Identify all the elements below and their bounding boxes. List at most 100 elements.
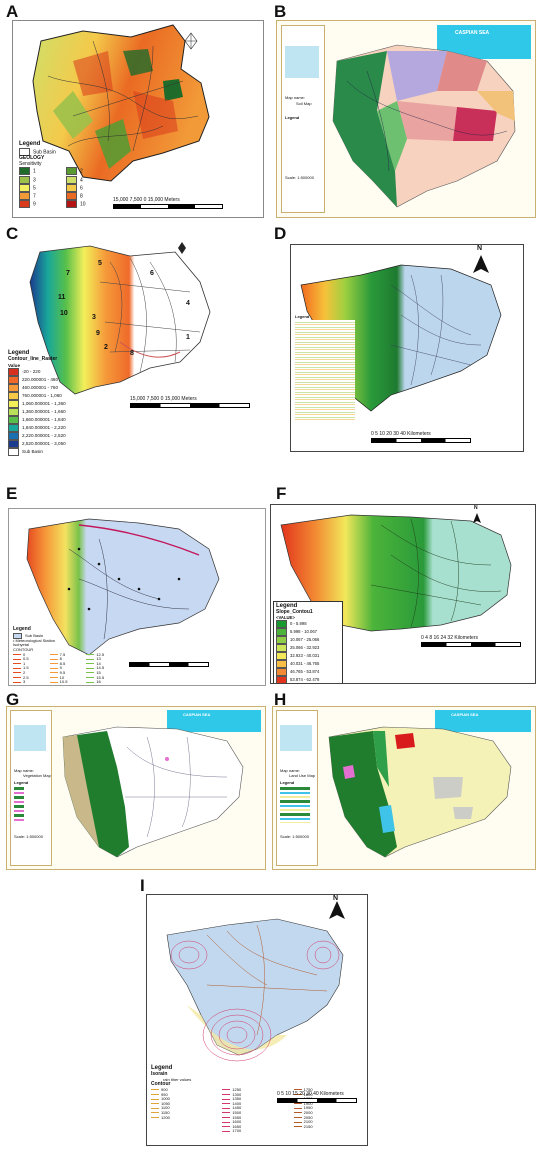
legend-line: [86, 653, 95, 655]
legend-item: 1750: [293, 1087, 365, 1093]
legend-item-label: 1,360.000001 - 1,660: [22, 409, 66, 415]
legend-item-label: 1600: [232, 1119, 242, 1125]
legend-item: 2: [13, 670, 50, 676]
legend-title: Legend: [280, 780, 295, 785]
scale-bar: 15,000 7,500 0 15,000 Meters: [113, 197, 223, 209]
legend-line: [222, 1107, 231, 1109]
legend-item-label: 9.5: [59, 669, 66, 675]
legend-item: 15: [86, 669, 123, 676]
legend-item: 1050: [151, 1101, 222, 1107]
legend-item-label: 3: [33, 176, 36, 183]
legend-item-label: 8.5: [59, 660, 66, 666]
legend-item-label: 0.5: [23, 656, 29, 662]
legend-item-label: 1,660.000001 - 1,840: [22, 417, 66, 423]
legend-item-label: 2100: [303, 1119, 313, 1125]
legend-value: Value: [8, 362, 21, 368]
legend-item: 10.5: [49, 679, 87, 685]
legend-item: 1000: [151, 1096, 222, 1102]
legend-swatch: [8, 375, 19, 384]
legend-item: 1350: [222, 1096, 293, 1102]
scale-label: Scale: 1:500000: [285, 175, 314, 180]
legend-item-label: 13: [96, 656, 101, 662]
legend-title: Legend: [295, 314, 310, 319]
legend-item: 14: [86, 661, 123, 667]
legend-item: 5: [19, 183, 62, 192]
legend-line: [86, 676, 95, 678]
legend-item-label: 16: [96, 679, 101, 685]
legend-item-label: 6: [80, 184, 83, 191]
legend-item: 1250: [222, 1087, 293, 1093]
legend-swatch: [19, 191, 30, 200]
panel-e: E Legend Sub Basin • Meteorological Stat…: [0, 482, 270, 687]
legend-item: 1: [19, 167, 62, 176]
geology-legend: Legend Sub Basin GEOLOGY Sensitivity 1 2 3…: [19, 141, 109, 208]
legend-item-label: 1: [23, 660, 26, 666]
legend-item-label: 8: [59, 656, 62, 662]
legend-line: [293, 1107, 302, 1109]
panel-b: B Map name: Soil Map Legend Scale: 1:500…: [270, 0, 540, 220]
map-title: Vegetation Map: [23, 773, 51, 778]
panel-label: H: [274, 690, 287, 709]
sidebar-panel: Map name: Vegetation Map Legend Scale: 1…: [10, 710, 52, 866]
legend-swatch: [276, 644, 287, 653]
legend-item: 1: [13, 660, 50, 667]
legend-item: 4: [66, 175, 109, 184]
legend-item: 13: [86, 656, 123, 662]
legend-title: Legend: [13, 626, 31, 632]
legend-item-label: 950: [161, 1091, 168, 1097]
legend-contour: CONTOUR: [13, 646, 34, 652]
contour-legend: Legend: [295, 314, 355, 420]
soil-map: [332, 44, 516, 208]
sub-basin-number: 2: [104, 344, 108, 351]
sub-basin-number: 4: [186, 300, 190, 307]
legend-line: [151, 1098, 159, 1100]
legend-title: Legend: [276, 603, 298, 609]
legend-item: 0.5: [13, 656, 50, 662]
north-label: N: [333, 895, 339, 902]
legend-item: 9.5: [49, 669, 87, 676]
sea-label: CASPIAN SEA: [451, 712, 479, 717]
sub-basin-number: 8: [130, 350, 134, 357]
legend-swatch: [8, 439, 19, 448]
legend-item: 3: [13, 679, 50, 685]
legend-item-label: 1200: [161, 1114, 170, 1120]
legend-line: [49, 667, 58, 669]
legend-item-label: 1650: [232, 1123, 242, 1129]
legend-line: [86, 658, 95, 660]
scale-bar: [129, 661, 209, 667]
legend-item-label: 15: [96, 669, 101, 675]
legend-item-label: 1,840.000001 - 2,220: [22, 425, 66, 431]
legend-item-label: 5.998 - 10.067: [290, 629, 318, 635]
legend-item: 32.923 - 40.031: [276, 652, 340, 661]
map-frame: N Legend Isorain rain ither values Conto…: [146, 894, 368, 1146]
legend-swatch: [8, 407, 19, 416]
legend-item-label: 1400: [232, 1100, 242, 1106]
legend-item-label: 2,520.000001 - 3,050: [22, 441, 66, 447]
legend-item-label: 40.031 - 46.765: [290, 661, 320, 667]
legend-column: 7.5 8 8.5 9 9.5 10 10.5: [49, 652, 87, 685]
panel-label: A: [6, 2, 19, 21]
legend-swatch: [276, 668, 287, 677]
legend-swatch: [66, 175, 77, 184]
map-frame: Map name: Vegetation Map Legend Scale: 1…: [6, 706, 266, 870]
panel-label: I: [140, 876, 145, 895]
legend-line: [222, 1098, 231, 1100]
legend-classes: 1 2 3 4 5 6 7 8 9 10: [19, 167, 109, 208]
legend-classes: 0 - 5.998 5.998 - 10.067 10.067 - 25.066 25…: [276, 620, 340, 683]
legend-item: 6: [66, 183, 109, 192]
legend-item: 2150: [293, 1124, 365, 1130]
legend-item: 760.000001 - 1,060: [8, 391, 128, 400]
legend-title: Legend: [14, 780, 29, 785]
legend-line: [151, 1089, 159, 1091]
legend-item: 1,360.000001 - 1,660: [8, 407, 128, 416]
legend-line: [293, 1094, 302, 1096]
legend-item: Sub Basin: [8, 447, 128, 456]
legend-item: 9: [49, 666, 87, 671]
slope-legend: Legend Slope_Contou1 <VALUE> 0 - 5.998 5.…: [273, 601, 343, 683]
legend-item-label: 1,060.000001 - 1,360: [22, 401, 66, 407]
legend-item: 1,060.000001 - 1,360: [8, 399, 128, 408]
legend-item: 1400: [222, 1100, 293, 1107]
legend-item: 12.5: [86, 652, 123, 658]
legend-value: <VALUE>: [276, 614, 295, 620]
sea-area: [167, 710, 261, 732]
